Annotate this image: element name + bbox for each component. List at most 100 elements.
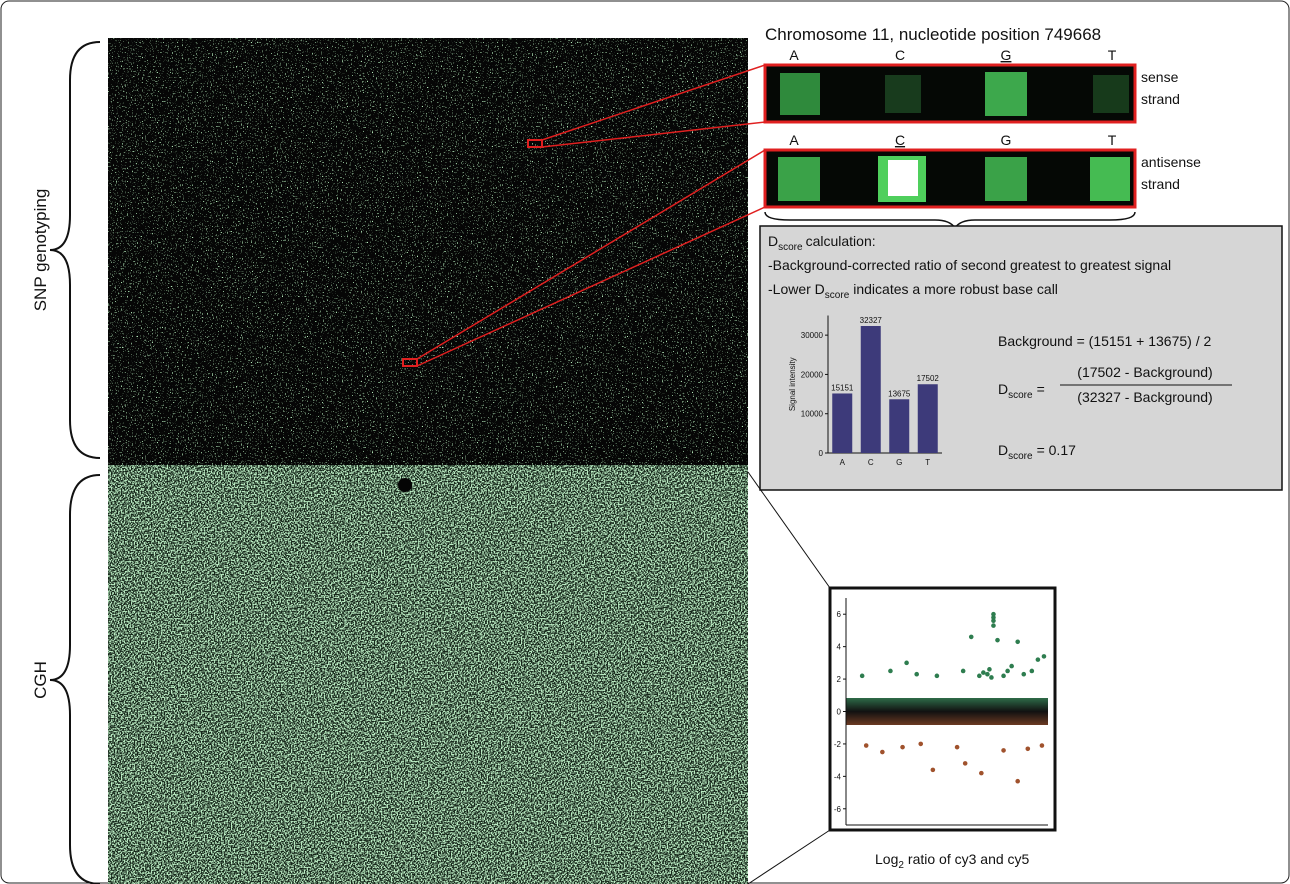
symbol: D: [998, 381, 1008, 397]
bar: [889, 399, 909, 453]
background-formula: Background = (15151 + 13675) / 2: [998, 333, 1211, 349]
point: [1021, 672, 1026, 677]
base-label: C: [895, 47, 905, 63]
point: [1005, 669, 1010, 674]
caption: Log2 ratio of cy3 and cy5: [875, 851, 1030, 871]
base-label: G: [1001, 132, 1012, 148]
point: [989, 675, 994, 680]
subscript: score: [1008, 390, 1033, 401]
x-tick-label: A: [840, 458, 846, 467]
strand-label: strand: [1141, 91, 1180, 107]
base-label: A: [789, 132, 799, 148]
point: [1009, 664, 1014, 669]
symbol: D: [998, 442, 1008, 458]
text: indicates a more robust base call: [853, 281, 1058, 297]
point: [955, 745, 960, 750]
point: [931, 768, 936, 773]
bar: [861, 326, 881, 453]
point: [860, 674, 865, 679]
bar: [832, 393, 852, 453]
base-label: T: [1108, 132, 1117, 148]
point: [935, 674, 940, 679]
brace: [50, 42, 100, 458]
y-tick-label: 30000: [801, 331, 824, 340]
point: [969, 635, 974, 640]
x-tick-label: G: [896, 458, 902, 467]
brace: [50, 475, 100, 884]
point: [900, 745, 905, 750]
y-tick-label: 6: [837, 610, 842, 619]
text: =: [1037, 381, 1045, 397]
cgh-signal: [108, 465, 748, 884]
value-label: 13675: [888, 389, 911, 398]
subscript: score: [825, 290, 850, 301]
subscript: 2: [898, 860, 904, 871]
base-label: A: [789, 47, 799, 63]
array-spot: [398, 478, 412, 492]
bracket-label: CGH: [31, 661, 50, 699]
point: [985, 672, 990, 677]
base-label: C: [895, 132, 905, 148]
point: [961, 669, 966, 674]
numerator: (17502 - Background): [1077, 364, 1212, 380]
denominator: (32327 - Background): [1077, 389, 1212, 405]
strand-label: strand: [1141, 176, 1180, 192]
point: [914, 672, 919, 677]
snp-signal: [108, 38, 748, 465]
strand-label: antisense: [1141, 154, 1201, 170]
figure: SNP genotyping CGH Chromosome 11, nucleo…: [0, 0, 1290, 884]
y-tick-label: 10000: [801, 410, 824, 419]
y-tick-label: 4: [837, 643, 842, 652]
antisense-image: [765, 150, 1135, 207]
x-tick-label: T: [925, 458, 930, 467]
bar: [918, 384, 938, 453]
y-tick-label: 2: [837, 675, 842, 684]
y-tick-label: -6: [834, 805, 842, 814]
point: [880, 750, 885, 755]
y-tick-label: -4: [834, 772, 842, 781]
point: [918, 742, 923, 747]
base-label: T: [1108, 47, 1117, 63]
point: [1036, 657, 1041, 662]
text: Log: [875, 851, 898, 867]
point: [987, 667, 992, 672]
point: [1015, 779, 1020, 784]
point: [979, 771, 984, 776]
point: [981, 670, 986, 675]
x-tick-label: C: [868, 458, 874, 467]
sense-image: [765, 65, 1135, 122]
zoom-title: Chromosome 11, nucleotide position 74966…: [765, 25, 1101, 44]
point: [963, 761, 968, 766]
point: [1026, 746, 1031, 751]
point: [1040, 743, 1045, 748]
point: [888, 669, 893, 674]
symbol: D: [768, 233, 778, 249]
base-label: G: [1001, 47, 1012, 63]
point: [1042, 654, 1047, 659]
point: [1001, 748, 1006, 753]
text: ratio of cy3 and cy5: [908, 851, 1030, 867]
point: [1015, 639, 1020, 644]
subscript: score: [778, 242, 803, 253]
value-label: 32327: [860, 316, 883, 325]
zoom-line: [748, 830, 830, 884]
point: [995, 638, 1000, 643]
y-tick-label: 0: [819, 449, 824, 458]
subscript: score: [1008, 451, 1033, 462]
point: [864, 743, 869, 748]
point: [1030, 669, 1035, 674]
y-tick-label: -2: [834, 740, 842, 749]
strand-label: sense: [1141, 69, 1179, 85]
text: = 0.17: [1037, 442, 1077, 458]
point: [904, 661, 909, 666]
point: [991, 612, 996, 617]
text: calculation:: [806, 233, 876, 249]
y-axis-label: Signal intensity: [788, 357, 797, 411]
y-tick-label: 0: [837, 708, 842, 717]
bracket-label: SNP genotyping: [31, 189, 50, 312]
point: [991, 623, 996, 628]
dense-band: [846, 698, 1048, 725]
value-label: 17502: [917, 374, 940, 383]
y-tick-label: 20000: [801, 370, 824, 379]
text: -Lower D: [768, 281, 825, 297]
